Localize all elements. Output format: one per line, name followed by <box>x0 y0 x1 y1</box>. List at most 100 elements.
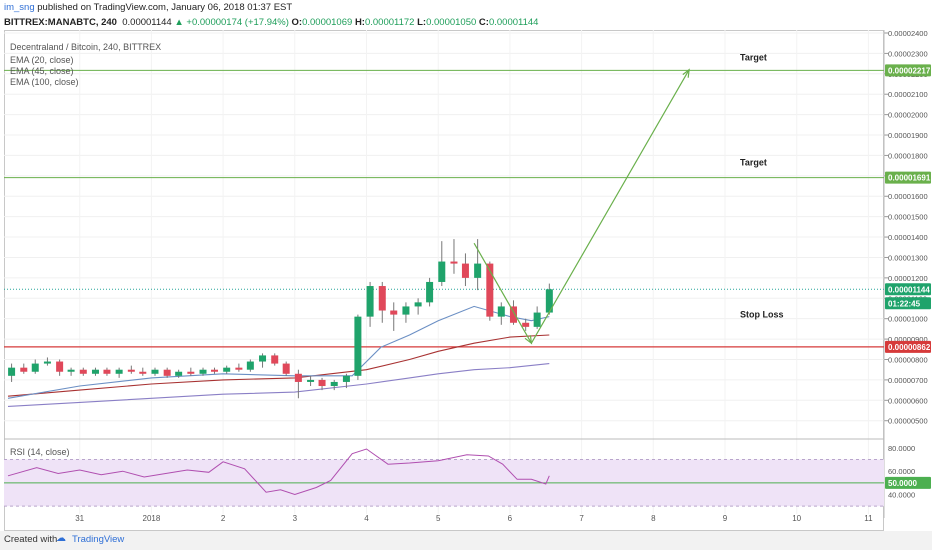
candle-body <box>533 312 541 327</box>
rsi-tick-label: 60.0000 <box>888 467 915 476</box>
candle-body <box>151 369 159 374</box>
candle-body <box>402 306 410 315</box>
current-price-tag-bg <box>885 283 931 296</box>
candle-body <box>497 306 505 317</box>
y-tick-label: 0.00001400 <box>888 233 928 242</box>
tradingview-logo-icon: ☁ <box>56 533 66 544</box>
y-tick-label: 0.00001500 <box>888 213 928 222</box>
footer-created: Created with <box>4 534 58 545</box>
price-change: ▲ +0.00000174 (+17.94%) <box>174 17 289 28</box>
open-label: O: <box>291 17 303 28</box>
current-price-tag: 0.00001144 <box>888 285 930 294</box>
candle-body <box>438 261 446 282</box>
candle-body <box>545 289 553 313</box>
x-tick-label: 9 <box>723 514 728 523</box>
y-tick-label: 0.00001300 <box>888 253 928 262</box>
candle-body <box>91 369 99 374</box>
bar-timer-tag: 01:22:45 <box>888 299 921 308</box>
candle-body <box>235 367 243 370</box>
candle-body <box>450 261 458 264</box>
y-tick-label: 0.00000900 <box>888 335 928 344</box>
x-tick-label: 7 <box>579 514 584 523</box>
candle-body <box>330 381 338 387</box>
candle-body <box>163 369 171 376</box>
rsi-mid-tag-bg <box>885 476 931 489</box>
publisher-line: im_sng published on TradingView.com, Jan… <box>4 2 292 13</box>
candle-body <box>307 379 315 382</box>
y-tick-label: 0.00001600 <box>888 192 928 201</box>
candle-body <box>282 363 290 374</box>
legend-ema100: EMA (100, close) <box>10 77 79 87</box>
rsi-mid-tag: 50.0000 <box>888 479 917 488</box>
x-tick-label: 10 <box>792 514 801 523</box>
candle-body <box>486 263 494 317</box>
bar-timer-tag-bg <box>885 297 931 310</box>
low-value: 0.00001050 <box>426 17 477 28</box>
candle-body <box>342 375 350 382</box>
target-label-1: Target <box>740 52 767 62</box>
target-label-2: Target <box>740 158 767 168</box>
publisher-user[interactable]: im_sng <box>4 2 35 13</box>
candle-body <box>67 369 75 372</box>
x-tick-label: 4 <box>364 514 369 523</box>
candle-body <box>187 371 195 374</box>
high-value: 0.00001172 <box>364 17 415 28</box>
footer: Created with ☁ TradingView <box>0 531 932 550</box>
stop-price-tag-bg <box>885 340 931 353</box>
rsi-line <box>7 448 550 496</box>
footer-brand[interactable]: TradingView <box>72 534 125 545</box>
candle-body <box>366 286 374 317</box>
candle-body <box>354 316 362 376</box>
x-tick-label: 2 <box>221 514 226 523</box>
candle-body <box>8 367 16 376</box>
rsi-tick-label: 40.0000 <box>888 491 915 500</box>
y-tick-label: 0.00001800 <box>888 151 928 160</box>
candle-body <box>509 306 517 323</box>
y-tick-label: 0.00001900 <box>888 131 928 140</box>
legend-ema45: EMA (45, close) <box>10 66 74 76</box>
ema100-line <box>7 363 550 407</box>
candle-body <box>414 302 422 307</box>
candle-body <box>43 361 51 364</box>
candle-body <box>461 263 469 278</box>
candle-body <box>199 369 207 374</box>
target1-price-tag-bg <box>885 64 931 77</box>
target2-price-tag-bg <box>885 171 931 184</box>
candle-body <box>522 322 530 327</box>
legend-ema20: EMA (20, close) <box>10 55 74 65</box>
symbol-line: BITTREX:MANABTC, 240 0.00001144 ▲ +0.000… <box>4 17 538 28</box>
x-tick-label: 5 <box>436 514 441 523</box>
candle-body <box>31 363 39 372</box>
x-tick-label: 31 <box>75 514 84 523</box>
close-label: C: <box>478 17 489 28</box>
y-tick-label: 0.00002300 <box>888 49 928 58</box>
candle-body <box>294 373 302 382</box>
rsi-tick-label: 80.0000 <box>888 444 915 453</box>
candle-body <box>259 355 267 362</box>
published-text: published on TradingView.com, January 06… <box>34 2 293 13</box>
candle-body <box>79 369 87 374</box>
y-tick-label: 0.00000800 <box>888 355 928 364</box>
candle-body <box>139 371 147 374</box>
stop-loss-label: Stop Loss <box>740 310 784 320</box>
candle-body <box>474 263 482 278</box>
y-tick-label: 0.00002400 <box>888 29 928 38</box>
symbol: BITTREX:MANABTC, 240 <box>4 17 117 28</box>
candle-body <box>223 367 231 372</box>
projection-arrowhead <box>682 68 690 78</box>
candle-body <box>56 361 64 372</box>
legend-title: Decentraland / Bitcoin, 240, BITTREX <box>10 42 162 52</box>
candle-body <box>103 369 111 374</box>
ema20-line <box>7 305 550 399</box>
last-price: 0.00001144 <box>122 17 172 28</box>
ema45-line <box>7 334 550 397</box>
high-label: H: <box>354 17 365 28</box>
y-tick-label: 0.00000600 <box>888 396 928 405</box>
low-label: L: <box>417 17 427 28</box>
candle-body <box>271 355 279 364</box>
x-tick-label: 3 <box>293 514 298 523</box>
candle-body <box>20 367 28 372</box>
x-tick-label: 2018 <box>143 514 161 523</box>
y-tick-label: 0.00002100 <box>888 90 928 99</box>
